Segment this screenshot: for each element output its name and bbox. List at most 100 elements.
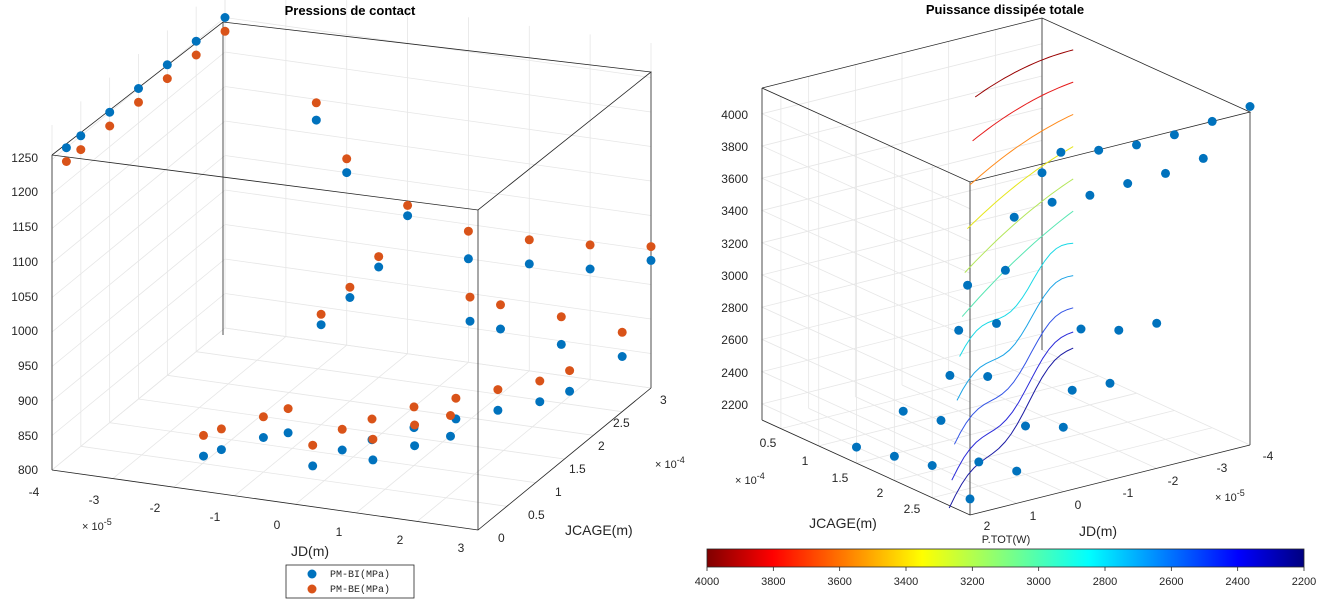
- left-xlabel: JD(m): [291, 543, 329, 559]
- x-tick: 3: [458, 541, 465, 555]
- legend-label-pm-be: PM-BE(MPa): [330, 584, 390, 596]
- grid-line: [51, 189, 652, 333]
- pm-bi-point: [311, 115, 321, 125]
- z-tick: 3000: [721, 269, 748, 283]
- pm-bi-point: [565, 386, 575, 396]
- grid-line: [51, 258, 652, 402]
- ptot-point: [898, 406, 908, 416]
- colorbar-tick: 2600: [1159, 576, 1183, 588]
- contour-line: [956, 275, 1074, 401]
- z-tick: 2800: [721, 301, 748, 315]
- colorbar-ticks: 4000 3800 3600 3400 3200 3000 2800 2600 2400 2200: [695, 567, 1316, 588]
- x-tick: 2: [397, 533, 404, 547]
- pm-be-point: [76, 145, 86, 155]
- left-chart: Pressions de contact 800 850 900 950 100…: [11, 0, 685, 599]
- ptot-point: [852, 442, 861, 452]
- grid-line: [780, 358, 1062, 430]
- ptot-point: [954, 325, 964, 335]
- ptot-point: [945, 370, 955, 380]
- grid-line: [855, 396, 1064, 493]
- pm-bi-point: [345, 293, 355, 302]
- z-tick: 900: [18, 394, 38, 408]
- pm-bi-point: [410, 441, 420, 451]
- grid-line: [51, 120, 652, 264]
- pm-bi-point: [374, 262, 384, 272]
- pm-be-point: [258, 412, 268, 422]
- grid-line: [196, 351, 623, 413]
- z-tick: 3600: [721, 172, 748, 186]
- z-tick: 1200: [11, 185, 38, 199]
- ptot-point: [1207, 116, 1217, 126]
- colorbar: P.TOT(W) 4000 3800 3600 3400 3200 3000 2800 260…: [695, 534, 1316, 588]
- ptot-point: [1152, 318, 1162, 328]
- left-title: Pressions de contact: [285, 3, 416, 18]
- contour-line: [969, 113, 1074, 186]
- pm-bi-point: [463, 254, 473, 264]
- legend: PM-BI(MPa) PM-BE(MPa): [285, 564, 415, 599]
- ptot-point: [1245, 102, 1255, 111]
- z-tick: 3800: [721, 140, 748, 154]
- right-y-ticks: 0.5 1 1.5 2 2.5: [760, 436, 921, 516]
- legend-label-pm-bi: PM-BI(MPa): [330, 569, 390, 581]
- right-z-ticks: 2200 2400 2600 2800 3000 3200 3400 3600 …: [721, 108, 748, 412]
- z-tick: 950: [18, 359, 38, 373]
- right-x-ticks: 2 1 0 -1 -2 -3 -4: [984, 449, 1274, 533]
- contour-line: [974, 49, 1074, 98]
- pm-be-point: [403, 200, 413, 210]
- grid-line: [109, 422, 536, 484]
- ptot-point: [1169, 130, 1179, 140]
- pm-be-point: [134, 97, 143, 107]
- legend-marker-pm-bi: [307, 569, 317, 579]
- pm-bi-point: [496, 324, 505, 334]
- pm-be-point: [556, 312, 566, 322]
- colorbar-tick: 4000: [695, 576, 719, 588]
- y-tick: 1.5: [832, 471, 849, 485]
- ptot-point: [1161, 168, 1170, 178]
- y-tick: 3: [660, 393, 667, 407]
- z-tick: 1100: [12, 255, 38, 269]
- pm-bi-point: [191, 36, 201, 46]
- ptot-point: [1123, 179, 1133, 188]
- colorbar-label: P.TOT(W): [982, 534, 1030, 546]
- pm-be-point: [451, 393, 461, 403]
- pm-bi-point: [220, 13, 230, 22]
- x-tick: 2: [984, 519, 991, 533]
- y-tick: 1: [802, 454, 809, 468]
- z-tick: 2400: [721, 366, 748, 380]
- z-tick: 1050: [11, 290, 38, 304]
- z-tick: 4000: [721, 108, 748, 122]
- contour-line: [964, 178, 1074, 273]
- left-ylabel: JCAGE(m): [565, 522, 633, 538]
- colorbar-tick: 3000: [1026, 576, 1050, 588]
- grid-line: [51, 51, 652, 195]
- x-tick: -4: [29, 485, 40, 499]
- pm-be-point: [337, 424, 347, 434]
- contour-line: [948, 347, 1074, 509]
- x-tick: -3: [89, 493, 100, 507]
- left-x-ticks: -4 -3 -2 -1 0 1 2 3: [29, 485, 465, 555]
- ptot-point: [1067, 385, 1077, 395]
- right-box: [761, 17, 1252, 516]
- pm-be-point: [410, 420, 420, 430]
- pm-be-point: [463, 226, 473, 236]
- z-tick: 800: [18, 463, 38, 477]
- left-grid: [51, 0, 652, 531]
- pm-bi-point: [446, 431, 455, 441]
- z-tick: 3400: [721, 204, 748, 218]
- pm-be-point: [105, 121, 115, 131]
- y-tick: 0.5: [760, 436, 777, 450]
- grid-line: [932, 427, 1213, 499]
- pm-bi-point: [337, 445, 347, 455]
- ptot-point: [889, 451, 899, 461]
- pm-be-point: [409, 402, 419, 412]
- grid-line: [894, 410, 1175, 481]
- colorbar-tick: 3800: [761, 576, 785, 588]
- pm-be-point: [493, 385, 503, 395]
- grid-line: [901, 384, 1111, 481]
- colorbar-tick: 3400: [894, 576, 918, 588]
- pm-bi-point: [585, 264, 595, 274]
- grid-line: [167, 374, 594, 436]
- right-contours: [948, 49, 1074, 509]
- contour-line: [967, 146, 1074, 230]
